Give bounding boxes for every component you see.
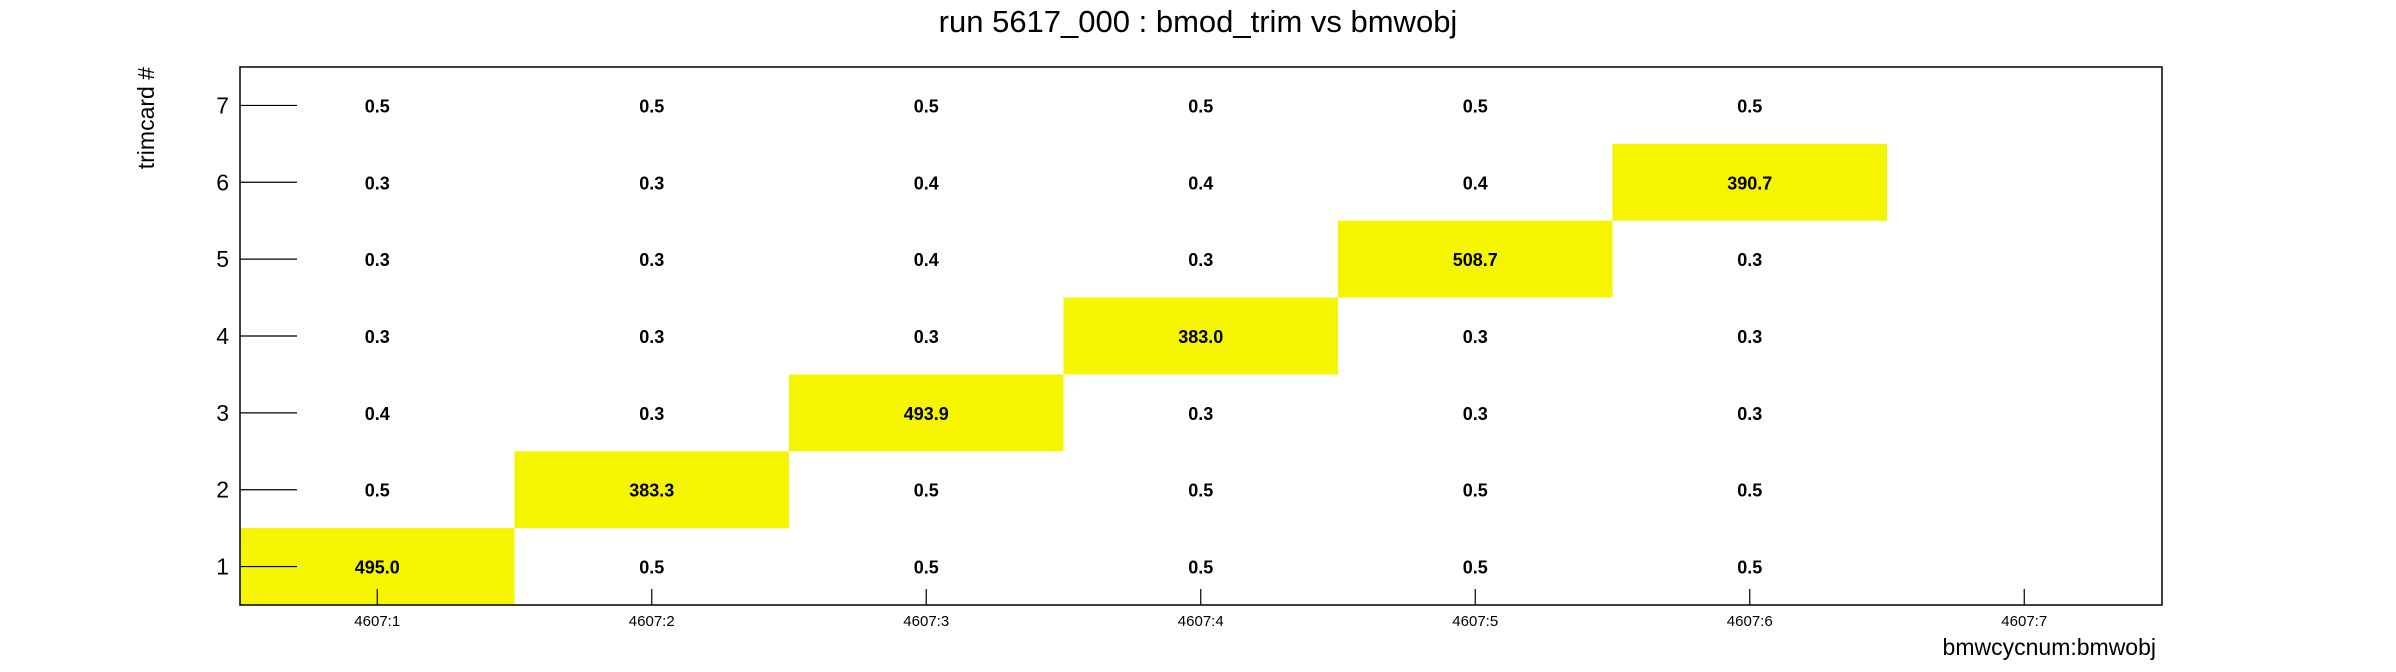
x-tick-label: 4607:5 (1452, 613, 1498, 630)
cell-value-label: 0.5 (639, 96, 664, 116)
x-tick-label: 4607:3 (903, 613, 949, 630)
x-tick-label: 4607:2 (629, 613, 675, 630)
y-tick-label: 7 (216, 92, 229, 118)
cell-value-label: 0.3 (1463, 404, 1488, 424)
cell-value-label: 390.7 (1727, 173, 1772, 193)
x-tick-label: 4607:6 (1727, 613, 1773, 630)
x-axis: 4607:1 4607:2 4607:3 4607:4 4607:5 4607:6 4607… (354, 589, 2047, 630)
x-tick-label: 4607:4 (1178, 613, 1224, 630)
x-tick-label: 4607:7 (2001, 613, 2047, 630)
cells-layer: 495.0 0.5 0.5 0.5 0.5 0.5 0.5 383.3 0.5 0.5 0.5 0.5… (240, 96, 1887, 605)
y-tick-label: 5 (216, 246, 229, 272)
cell-value-label: 0.4 (914, 250, 939, 270)
cell-value-label: 508.7 (1453, 250, 1498, 270)
cell-value-label: 383.0 (1178, 327, 1223, 347)
heatmap-cell (514, 451, 789, 529)
cell-value-label: 0.3 (639, 327, 664, 347)
y-tick-label: 3 (216, 400, 229, 426)
chart-title: run 5617_000 : bmod_trim vs bmwobj (939, 4, 1458, 39)
cell-value-label: 0.5 (1737, 96, 1762, 116)
cell-value-label: 0.3 (1188, 250, 1213, 270)
cell-value-label: 0.3 (1188, 404, 1213, 424)
cell-value-label: 0.5 (1463, 481, 1488, 501)
cell-value-label: 0.5 (1737, 558, 1762, 578)
cell-value-label: 0.3 (1737, 404, 1762, 424)
y-tick-label: 2 (216, 477, 229, 503)
cell-value-label: 495.0 (355, 558, 400, 578)
y-axis-title: trimcard # (133, 67, 159, 169)
cell-value-label: 0.3 (1737, 327, 1762, 347)
cell-value-label: 0.5 (1463, 558, 1488, 578)
x-tick-label: 4607:1 (354, 613, 400, 630)
y-tick-label: 6 (216, 169, 229, 195)
cell-value-label: 0.3 (365, 173, 390, 193)
cell-value-label: 0.3 (1463, 327, 1488, 347)
cell-value-label: 0.5 (639, 558, 664, 578)
cell-value-label: 0.3 (639, 404, 664, 424)
cell-value-label: 0.5 (1188, 96, 1213, 116)
cell-value-label: 0.3 (639, 173, 664, 193)
heatmap-cell (1063, 297, 1338, 375)
cell-value-label: 0.5 (914, 558, 939, 578)
cell-value-label: 0.5 (1463, 96, 1488, 116)
cell-value-label: 0.3 (365, 327, 390, 347)
x-axis-title: bmwcycnum:bmwobj (1943, 634, 2156, 660)
cell-value-label: 0.3 (365, 250, 390, 270)
cell-value-label: 0.5 (1188, 558, 1213, 578)
cell-value-label: 0.4 (1188, 173, 1213, 193)
heatmap-cell (1612, 143, 1887, 221)
y-axis: 1 2 3 4 5 6 7 (216, 92, 297, 580)
cell-value-label: 0.5 (1188, 481, 1213, 501)
y-tick-label: 1 (216, 554, 229, 580)
cell-value-label: 0.3 (639, 250, 664, 270)
heatmap-cell (1338, 220, 1613, 298)
cell-value-label: 0.5 (914, 481, 939, 501)
cell-value-label: 0.5 (365, 96, 390, 116)
cell-value-label: 0.4 (1463, 173, 1488, 193)
cell-value-label: 493.9 (904, 404, 949, 424)
cell-value-label: 0.4 (365, 404, 390, 424)
cell-value-label: 0.4 (914, 173, 939, 193)
cell-value-label: 0.3 (914, 327, 939, 347)
cell-value-label: 0.5 (1737, 481, 1762, 501)
cell-value-label: 0.5 (914, 96, 939, 116)
cell-value-label: 383.3 (629, 481, 674, 501)
cell-value-label: 0.3 (1737, 250, 1762, 270)
heatmap-cell (789, 374, 1064, 452)
cell-value-label: 0.5 (365, 481, 390, 501)
y-tick-label: 4 (216, 323, 229, 349)
